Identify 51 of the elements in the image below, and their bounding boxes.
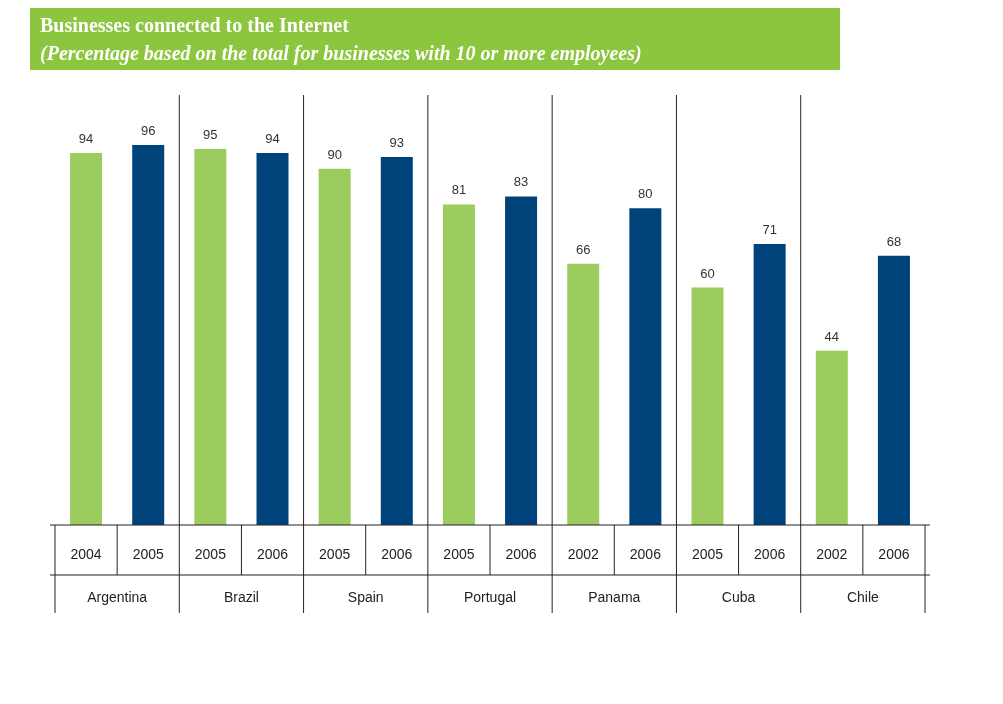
x-tick-label: 2004 — [70, 546, 102, 562]
x-tick-label: 2005 — [319, 546, 351, 562]
bar — [567, 263, 600, 525]
data-label: 93 — [389, 134, 405, 150]
text: Panama — [588, 589, 641, 605]
bar — [753, 243, 786, 525]
x-tick-label: 2005 — [443, 546, 475, 562]
x-tick-label: 2005 — [691, 546, 724, 562]
x-tick-label: 2006 — [878, 546, 910, 562]
bar — [318, 168, 351, 525]
chart-title: Businesses connected to the Internet — [40, 14, 350, 36]
x-tick-label: 2006 — [754, 546, 786, 562]
text: Brazil — [223, 589, 259, 605]
bar — [194, 148, 227, 525]
bar — [442, 204, 475, 525]
data-label: 90 — [327, 146, 342, 162]
text: Portugal — [463, 589, 517, 605]
chart-subtitle: (Percentage based on the total for businesses with 10 or more employees) — [40, 42, 642, 65]
text: Cuba — [721, 589, 756, 605]
data-label: 44 — [824, 328, 840, 344]
bar — [256, 152, 289, 525]
data-label: 95 — [203, 126, 218, 142]
bar — [815, 350, 848, 525]
data-label: 94 — [78, 130, 94, 146]
x-tick-label: 2005 — [132, 546, 164, 562]
bar — [132, 145, 165, 525]
x-tick-label: 2002 — [816, 546, 848, 562]
data-label: 68 — [886, 233, 902, 249]
data-label: 71 — [762, 221, 777, 237]
text: Spain — [347, 589, 384, 605]
data-label: 81 — [451, 182, 467, 198]
bar — [877, 255, 910, 525]
x-tick-label: 2006 — [256, 546, 289, 562]
data-label: 66 — [575, 241, 591, 257]
x-tick-label: 2006 — [381, 546, 413, 562]
bar — [380, 156, 413, 525]
bar — [691, 287, 724, 525]
data-label: 60 — [700, 265, 715, 281]
data-label: 80 — [638, 186, 653, 202]
bar — [629, 208, 662, 525]
x-tick-label: 2006 — [629, 546, 662, 562]
data-label: 96 — [140, 123, 156, 138]
data-label: 83 — [513, 174, 529, 190]
data-label: 94 — [265, 130, 280, 146]
text: Chile — [846, 589, 880, 605]
text: Argentina — [87, 589, 148, 605]
bar — [505, 196, 538, 525]
bar — [70, 152, 103, 525]
x-tick-label: 2005 — [194, 546, 227, 562]
x-tick-label: 2002 — [567, 546, 599, 562]
x-tick-label: 2006 — [505, 546, 537, 562]
